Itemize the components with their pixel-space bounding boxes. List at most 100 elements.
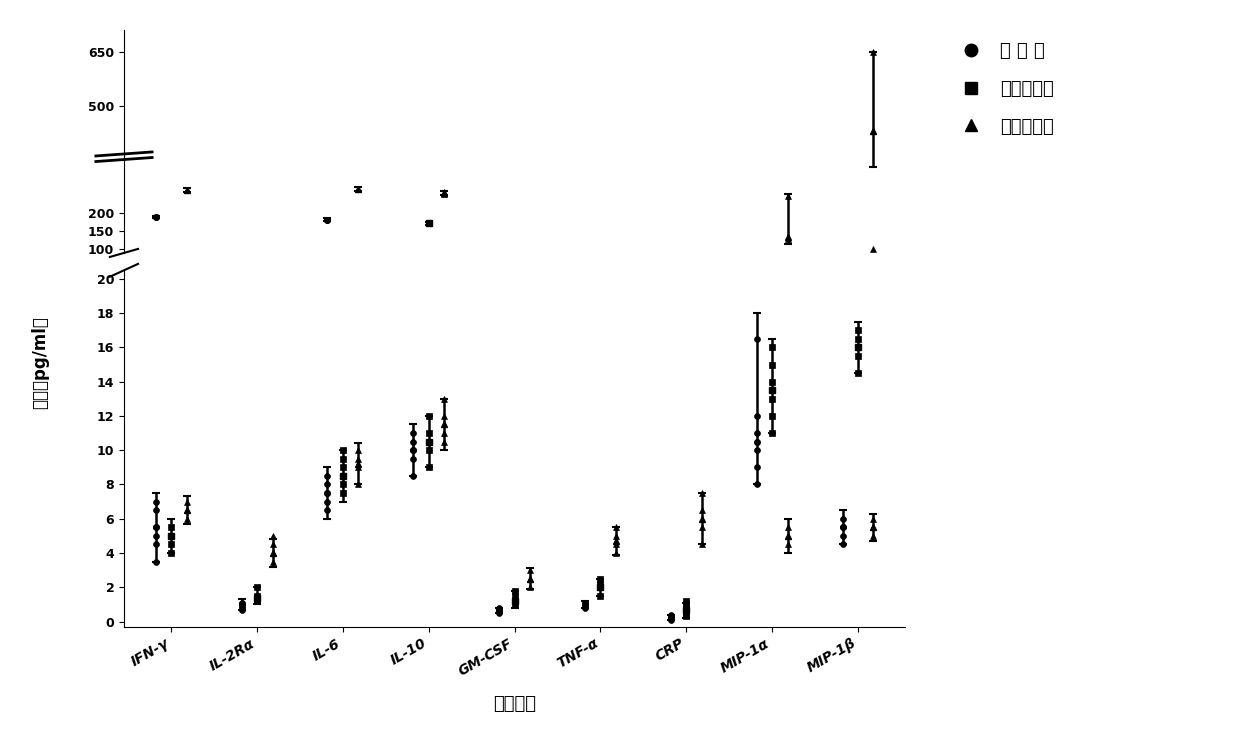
Point [161, 530, 181, 542]
Point [763, 410, 782, 422]
Point [777, 530, 797, 542]
Point [403, 436, 423, 448]
Point [419, 410, 439, 422]
Point [263, 538, 283, 550]
Point [763, 359, 782, 371]
Point [575, 599, 595, 611]
Point [863, 125, 883, 137]
Point [434, 187, 454, 199]
Point [434, 186, 454, 198]
Point [832, 521, 852, 533]
Point [434, 393, 454, 405]
Point [848, 350, 868, 362]
Point [505, 599, 525, 611]
Point [434, 436, 454, 448]
Point [146, 495, 166, 507]
Point [490, 602, 510, 614]
Point [692, 504, 712, 516]
Point [146, 211, 166, 223]
Point [334, 487, 353, 499]
Point [161, 538, 181, 550]
Point [606, 538, 626, 550]
Point [863, 530, 883, 542]
Point [676, 610, 696, 622]
Point [606, 521, 626, 533]
Point [177, 495, 197, 507]
Point [419, 217, 439, 230]
Point [247, 590, 267, 602]
Point [334, 444, 353, 456]
Point [348, 461, 368, 473]
Point [434, 427, 454, 439]
Point [606, 547, 626, 559]
Point [146, 504, 166, 516]
Point [848, 333, 868, 345]
Point [232, 602, 252, 614]
Point [490, 607, 510, 619]
Point [746, 410, 766, 422]
Point [403, 427, 423, 439]
Point [590, 572, 610, 584]
Text: 浓度（pg/ml）: 浓度（pg/ml） [31, 316, 50, 409]
Point [777, 538, 797, 550]
Point [746, 444, 766, 456]
Point [161, 521, 181, 533]
Point [146, 538, 166, 550]
Point [661, 612, 681, 624]
Legend: 健 康 组, 免疫治疗前, 免疫治疗后: 健 康 组, 免疫治疗前, 免疫治疗后 [945, 35, 1060, 143]
Point [863, 46, 883, 58]
Point [317, 214, 337, 226]
Point [348, 444, 368, 456]
Point [146, 530, 166, 542]
Point [848, 367, 868, 379]
Point [317, 487, 337, 499]
Point [490, 603, 510, 615]
Point [177, 513, 197, 525]
Point [419, 427, 439, 439]
Point [863, 513, 883, 525]
Point [348, 183, 368, 195]
Point [263, 547, 283, 559]
Point [263, 530, 283, 542]
Point [661, 610, 681, 622]
Point [763, 341, 782, 353]
Point [661, 609, 681, 621]
Point [177, 504, 197, 516]
Point [575, 596, 595, 609]
Point [763, 427, 782, 439]
Point [232, 599, 252, 611]
Point [832, 538, 852, 550]
Point [505, 590, 525, 602]
Point [590, 590, 610, 602]
Point [590, 578, 610, 590]
Point [606, 530, 626, 542]
Point [334, 479, 353, 491]
Point [317, 504, 337, 516]
Point [161, 547, 181, 559]
Point [146, 556, 166, 568]
Point [232, 600, 252, 612]
Point [146, 521, 166, 533]
Point [777, 233, 797, 245]
Point [419, 461, 439, 473]
Point [848, 324, 868, 336]
Point [777, 521, 797, 533]
Point [247, 595, 267, 607]
Point [348, 453, 368, 465]
Point [348, 479, 368, 491]
Point [334, 453, 353, 465]
Point [520, 581, 539, 593]
Point [317, 479, 337, 491]
Point [232, 603, 252, 615]
Point [419, 444, 439, 456]
Point [575, 600, 595, 612]
Point [403, 444, 423, 456]
Point [692, 521, 712, 533]
Point [763, 393, 782, 405]
Point [763, 376, 782, 388]
Point [520, 564, 539, 576]
Point [590, 581, 610, 593]
Point [676, 599, 696, 611]
Point [403, 470, 423, 482]
Point [520, 572, 539, 584]
